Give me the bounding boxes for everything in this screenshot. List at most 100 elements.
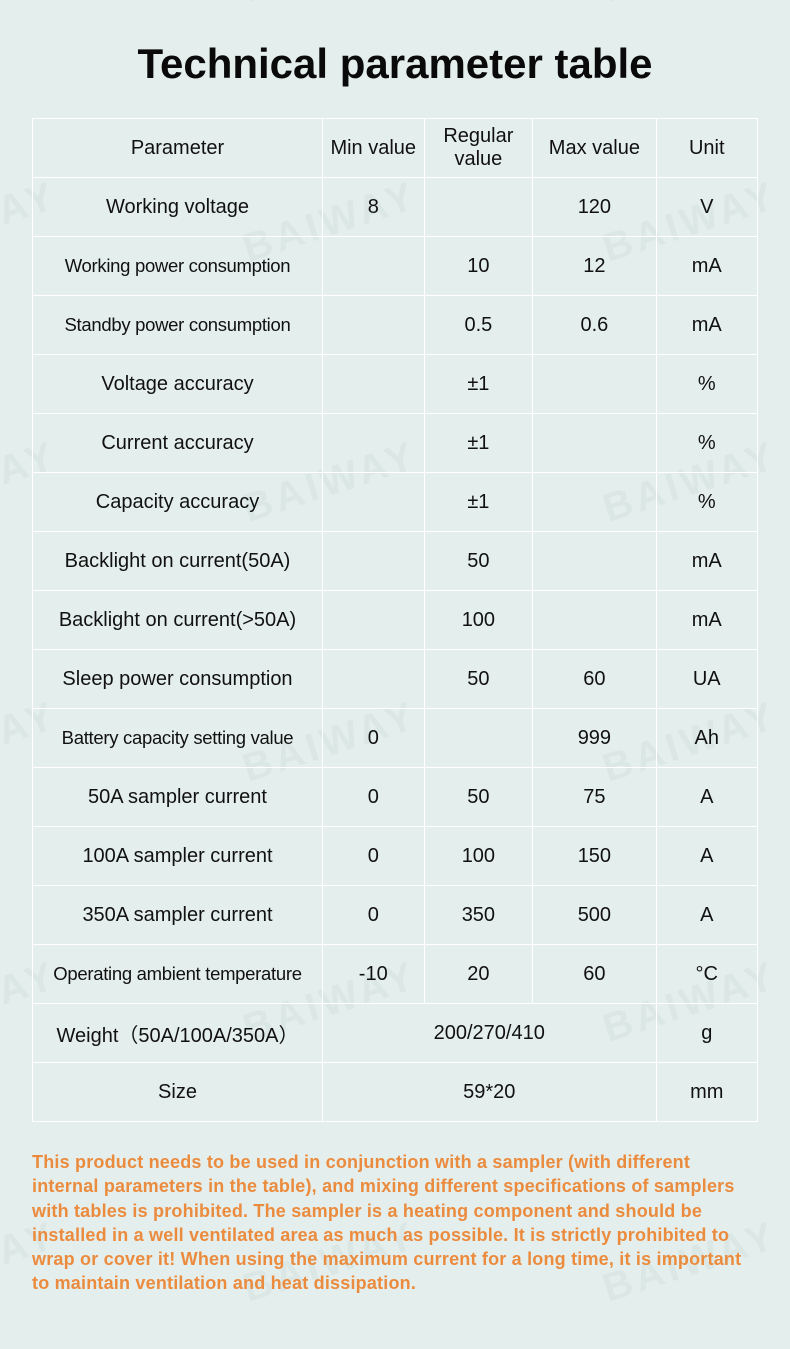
param-name-cell: Capacity accuracy [33, 473, 323, 532]
param-max-cell: 12 [533, 237, 656, 296]
param-unit-cell: mm [656, 1063, 758, 1122]
table-row-merged: Size59*20mm [33, 1063, 758, 1122]
parameter-table: Parameter Min value Regular value Max va… [32, 118, 758, 1122]
table-row: Current accuracy ±1% [33, 414, 758, 473]
param-max-cell: 500 [533, 886, 656, 945]
param-name-cell: Current accuracy [33, 414, 323, 473]
param-reg-cell: 100 [424, 591, 533, 650]
param-name-cell: 50A sampler current [33, 768, 323, 827]
param-name-cell: Operating ambient temperature [33, 945, 323, 1004]
param-name-cell: Working power consumption [33, 237, 323, 296]
param-min-cell [323, 414, 425, 473]
param-min-cell: -10 [323, 945, 425, 1004]
table-row: Standby power consumption 0.50.6mA [33, 296, 758, 355]
param-max-cell: 60 [533, 945, 656, 1004]
page-container: Technical parameter table Parameter Min … [0, 0, 790, 1326]
table-row: Operating ambient temperature-102060°C [33, 945, 758, 1004]
param-reg-cell: ±1 [424, 414, 533, 473]
param-unit-cell: g [656, 1004, 758, 1063]
param-reg-cell: 20 [424, 945, 533, 1004]
param-max-cell [533, 591, 656, 650]
param-name-cell: Standby power consumption [33, 296, 323, 355]
table-row: 50A sampler current05075A [33, 768, 758, 827]
param-name-cell: Size [33, 1063, 323, 1122]
header-max: Max value [533, 119, 656, 178]
param-min-cell [323, 237, 425, 296]
page-title: Technical parameter table [32, 40, 758, 88]
param-reg-cell: 50 [424, 650, 533, 709]
param-min-cell [323, 296, 425, 355]
param-reg-cell: 10 [424, 237, 533, 296]
param-unit-cell: mA [656, 237, 758, 296]
param-unit-cell: mA [656, 591, 758, 650]
param-name-cell: Backlight on current(>50A) [33, 591, 323, 650]
param-min-cell [323, 532, 425, 591]
param-max-cell [533, 414, 656, 473]
param-min-cell [323, 650, 425, 709]
param-min-cell: 0 [323, 709, 425, 768]
param-reg-cell: 0.5 [424, 296, 533, 355]
param-min-cell: 8 [323, 178, 425, 237]
param-name-cell: Working voltage [33, 178, 323, 237]
param-min-cell: 0 [323, 886, 425, 945]
header-min: Min value [323, 119, 425, 178]
param-max-cell [533, 355, 656, 414]
param-reg-cell [424, 709, 533, 768]
param-unit-cell: °C [656, 945, 758, 1004]
param-reg-cell: ±1 [424, 473, 533, 532]
param-unit-cell: A [656, 886, 758, 945]
param-max-cell: 150 [533, 827, 656, 886]
param-name-cell: Sleep power consumption [33, 650, 323, 709]
param-name-cell: 350A sampler current [33, 886, 323, 945]
param-reg-cell: 350 [424, 886, 533, 945]
header-unit: Unit [656, 119, 758, 178]
table-row: Battery capacity setting value0 999Ah [33, 709, 758, 768]
param-min-cell [323, 355, 425, 414]
table-row-merged: Weight（50A/100A/350A）200/270/410g [33, 1004, 758, 1063]
param-reg-cell: 100 [424, 827, 533, 886]
param-min-cell: 0 [323, 768, 425, 827]
param-unit-cell: mA [656, 532, 758, 591]
param-unit-cell: V [656, 178, 758, 237]
param-max-cell: 999 [533, 709, 656, 768]
table-row: 350A sampler current0350500A [33, 886, 758, 945]
param-name-cell: Backlight on current(50A) [33, 532, 323, 591]
table-row: Working power consumption 1012mA [33, 237, 758, 296]
param-unit-cell: A [656, 768, 758, 827]
table-header-row: Parameter Min value Regular value Max va… [33, 119, 758, 178]
param-merged-value-cell: 200/270/410 [323, 1004, 657, 1063]
param-merged-value-cell: 59*20 [323, 1063, 657, 1122]
param-name-cell: Voltage accuracy [33, 355, 323, 414]
param-max-cell: 75 [533, 768, 656, 827]
param-unit-cell: % [656, 473, 758, 532]
param-max-cell [533, 532, 656, 591]
header-regular: Regular value [424, 119, 533, 178]
table-row: Voltage accuracy ±1% [33, 355, 758, 414]
param-unit-cell: % [656, 414, 758, 473]
table-row: Working voltage8 120V [33, 178, 758, 237]
table-row: Backlight on current(50A) 50 mA [33, 532, 758, 591]
table-row: 100A sampler current0100150A [33, 827, 758, 886]
param-reg-cell: 50 [424, 768, 533, 827]
param-reg-cell [424, 178, 533, 237]
param-unit-cell: % [656, 355, 758, 414]
param-unit-cell: UA [656, 650, 758, 709]
param-name-cell: 100A sampler current [33, 827, 323, 886]
param-min-cell [323, 473, 425, 532]
param-unit-cell: A [656, 827, 758, 886]
param-reg-cell: ±1 [424, 355, 533, 414]
table-row: Sleep power consumption 5060UA [33, 650, 758, 709]
param-name-cell: Battery capacity setting value [33, 709, 323, 768]
header-parameter: Parameter [33, 119, 323, 178]
param-unit-cell: mA [656, 296, 758, 355]
warning-note: This product needs to be used in conjunc… [32, 1150, 758, 1296]
param-name-cell: Weight（50A/100A/350A） [33, 1004, 323, 1063]
param-max-cell [533, 473, 656, 532]
param-unit-cell: Ah [656, 709, 758, 768]
table-row: Backlight on current(>50A) 100 mA [33, 591, 758, 650]
param-max-cell: 0.6 [533, 296, 656, 355]
param-max-cell: 120 [533, 178, 656, 237]
param-max-cell: 60 [533, 650, 656, 709]
param-reg-cell: 50 [424, 532, 533, 591]
param-min-cell [323, 591, 425, 650]
